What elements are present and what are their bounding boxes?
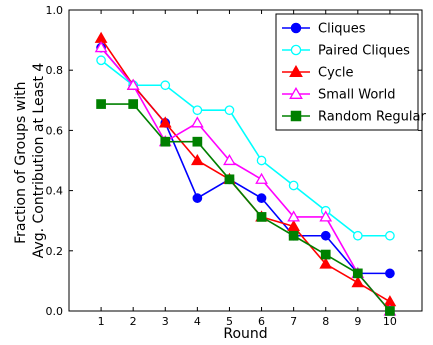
y-tick-label: 1.0 (46, 4, 64, 17)
data-point (225, 175, 233, 183)
x-tick-label: 4 (194, 315, 201, 328)
data-point (386, 269, 394, 277)
y-tick-label: 0.0 (46, 305, 64, 318)
data-point (97, 56, 105, 64)
data-point (289, 232, 297, 240)
data-point (354, 232, 362, 240)
data-point (97, 100, 105, 108)
y-axis-label-line-1: Fraction of Groups with (13, 82, 29, 244)
y-axis-label-line-2: Avg. Contribution at Least 4 (31, 63, 47, 259)
x-tick-label: 1 (98, 315, 105, 328)
data-point (161, 81, 169, 89)
x-tick-label: 3 (162, 315, 169, 328)
data-point (257, 156, 265, 164)
legend: Cliques Paired Cliques Cycle Small World Ran… (276, 14, 426, 130)
y-tick-label: 0.4 (46, 185, 64, 198)
legend-label: Cliques (318, 22, 366, 37)
data-point (193, 106, 201, 114)
data-point (129, 100, 137, 108)
legend-label: Paired Cliques (318, 44, 410, 59)
data-point (385, 296, 396, 305)
data-point (291, 111, 300, 120)
data-point (289, 181, 297, 189)
legend-label: Cycle (318, 66, 354, 81)
x-tick-label: 2 (130, 315, 137, 328)
data-point (257, 213, 265, 221)
data-point (257, 194, 265, 202)
data-point (192, 118, 203, 127)
data-point (193, 194, 201, 202)
legend-label: Random Regular (318, 110, 426, 125)
data-point (291, 45, 300, 54)
x-tick-label: 7 (290, 315, 297, 328)
data-point (256, 174, 267, 183)
y-tick-label: 0.8 (46, 64, 64, 77)
data-point (291, 23, 300, 32)
series-random-regular (97, 100, 394, 315)
y-tick-label: 0.2 (46, 245, 64, 258)
data-point (386, 307, 394, 315)
data-point (96, 33, 107, 42)
data-point (322, 232, 330, 240)
x-tick-label: 8 (322, 315, 329, 328)
legend-label: Small World (318, 88, 396, 103)
data-point (354, 269, 362, 277)
y-axis-label: Fraction of Groups with Avg. Contributio… (13, 63, 47, 259)
x-tick-label: 9 (354, 315, 361, 328)
data-point (193, 137, 201, 145)
x-axis-label: Round (223, 326, 267, 342)
x-tick-label: 10 (383, 315, 397, 328)
data-point (322, 250, 330, 258)
data-point (386, 232, 394, 240)
data-point (225, 106, 233, 114)
y-tick-label: 0.6 (46, 124, 64, 137)
data-point (161, 137, 169, 145)
